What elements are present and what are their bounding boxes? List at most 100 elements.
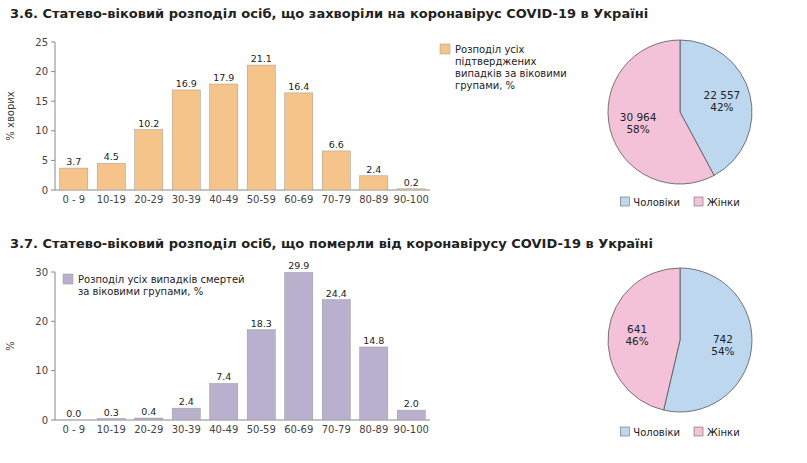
y-tick [51,190,55,191]
slice-label: 30 96458% [620,111,657,135]
data-label: 29.9 [288,260,309,271]
pie-slice [608,40,714,184]
y-tick [51,130,55,131]
bar [397,189,425,190]
data-label: 16.4 [288,81,309,92]
text-line: Розподіл усіх випадків смертей [78,274,245,285]
y-tick-label: 30 [35,267,48,278]
data-label: 2.4 [179,396,194,407]
text-line: 46% [625,335,648,347]
legend-swatch [440,44,450,54]
text-line: 641 [627,323,647,335]
data-label: 6.6 [329,139,344,150]
y-tick [51,71,55,72]
data-label: 18.3 [251,318,272,329]
y-tick-label: 10 [35,365,48,376]
data-label: 2.4 [366,164,381,175]
x-tick-label: 80-89 [359,424,388,435]
bar [135,418,163,420]
data-label: 2.0 [404,398,419,409]
x-tick-label: 60-69 [284,424,313,435]
legend-swatch [694,427,703,436]
text-line: 58% [626,123,649,135]
chart-title: 3.6. Статево-віковий розподіл осіб, що з… [10,6,648,21]
text-line: 54% [711,345,734,357]
text-line: випадків за віковими [455,68,567,79]
data-label: 7.4 [216,371,231,382]
bar [210,84,238,190]
pie-chart: 74254%64146%ЧоловікиЖінки [608,268,752,438]
legend-swatch [620,197,629,206]
y-tick-label: 5 [42,155,48,166]
legend: Розподіл усіх випадків смертейза віковим… [63,274,245,297]
slice-label: 22 55742% [704,89,741,113]
x-tick-label: 10-19 [97,194,126,205]
y-axis-label: % [5,341,16,351]
data-label: 4.5 [104,151,119,162]
legend: Розподіл усіхпідтвердженихвипадків за ві… [440,44,567,91]
x-tick-label: 70-79 [322,424,351,435]
text-line: підтверджених [455,56,537,67]
y-tick [51,321,55,322]
y-tick [51,370,55,371]
text-line: групами, % [455,80,515,91]
y-tick-label: 0 [42,185,48,196]
legend-label: Жінки [707,197,740,208]
y-axis-line [55,272,56,420]
y-tick-label: 15 [35,96,48,107]
bar [60,420,88,421]
x-tick-label: 10-19 [97,424,126,435]
data-label: 24.4 [326,288,347,299]
y-tick [51,420,55,421]
bar-chart: 3.6. Статево-віковий розподіл осіб, що з… [5,6,648,205]
y-tick [51,272,55,273]
x-tick-label: 60-69 [284,194,313,205]
legend-item: Чоловіки [620,197,680,208]
x-tick-label: 80-89 [359,194,388,205]
bars [60,65,426,190]
bar [172,90,200,190]
bar [285,93,313,190]
text-line: 30 964 [620,111,657,123]
chart-root: 3.6. Статево-віковий розподіл осіб, що з… [0,0,807,463]
x-tick-label: 0 - 9 [62,194,85,205]
bar [247,330,275,420]
y-axis-label: % хворих [5,91,16,140]
bar [210,383,238,420]
legend-swatch [694,197,703,206]
y-tick-label: 25 [35,37,48,48]
x-tick-label: 40-49 [209,424,238,435]
data-label: 14.8 [363,335,384,346]
x-tick-label: 50-59 [247,424,276,435]
bar-chart: 3.7. Статево-віковий розподіл осіб, що п… [5,236,653,435]
chart-title: 3.7. Статево-віковий розподіл осіб, що п… [10,236,653,251]
bar [285,272,313,420]
legend-swatch [63,274,73,284]
bar [397,410,425,420]
bar [172,408,200,420]
legend-label: Розподіл усіхпідтвердженихвипадків за ві… [455,44,567,91]
slice-label: 74254% [711,333,734,357]
pie-slice [608,268,680,410]
y-tick-label: 20 [35,66,48,77]
legend-label: Жінки [707,427,740,438]
data-label: 21.1 [251,53,272,64]
legend-label: Розподіл усіх випадків смертейза віковим… [78,274,245,297]
y-tick-label: 0 [42,415,48,426]
data-label: 16.9 [176,78,197,89]
data-label: 0.3 [104,407,119,418]
data-label: 17.9 [213,72,234,83]
data-label: 0.0 [66,408,81,419]
text-line: 22 557 [704,89,741,101]
text-line: за віковими групами, % [78,286,203,297]
data-label: 0.2 [404,177,419,188]
y-tick [51,160,55,161]
x-tick-label: 30-39 [172,424,201,435]
bar [135,130,163,190]
bar [322,151,350,190]
bar [97,419,125,420]
bar [322,300,350,420]
data-label: 10.2 [138,118,159,129]
pie-chart: 22 55742% 30 96458% Чоловіки Жінки [608,40,752,208]
text-line: 42% [710,101,733,113]
